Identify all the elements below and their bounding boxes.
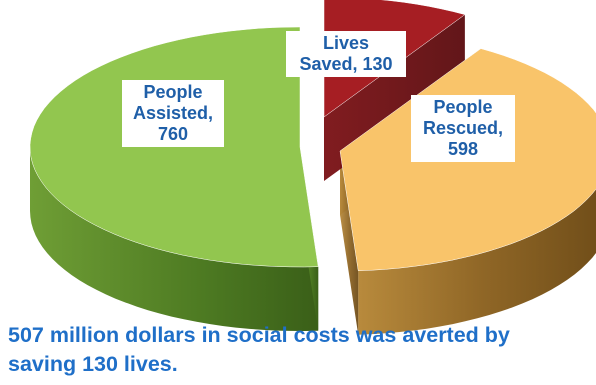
pie-slice-side-people-assisted bbox=[30, 147, 319, 331]
slice-label-value: 760 bbox=[157, 124, 189, 144]
slice-label-line: Assisted, bbox=[132, 103, 214, 123]
pie-slice-side-people-rescued bbox=[358, 188, 596, 335]
caption-line: saving 130 lives. bbox=[8, 352, 178, 376]
slice-label-line: Rescued, bbox=[422, 118, 504, 138]
pie-slice-wall bbox=[340, 151, 359, 335]
slice-label-people-assisted: People Assisted, 760 bbox=[122, 80, 224, 147]
pie-slice-people-assisted bbox=[29, 26, 319, 268]
slice-label-line: People bbox=[433, 97, 493, 117]
caption: 507 million dollars in social costs was … bbox=[8, 321, 593, 379]
slice-label-value: 598 bbox=[447, 139, 479, 159]
caption-line: 507 million dollars in social costs was … bbox=[8, 323, 510, 347]
slice-label-people-rescued: People Rescued, 598 bbox=[411, 95, 515, 162]
slice-label-line: People bbox=[143, 82, 203, 102]
slice-label-lives-saved: Lives Saved, 130 bbox=[286, 31, 406, 77]
slice-label-value: Saved, 130 bbox=[299, 54, 393, 74]
slice-label-line: Lives bbox=[322, 33, 370, 53]
